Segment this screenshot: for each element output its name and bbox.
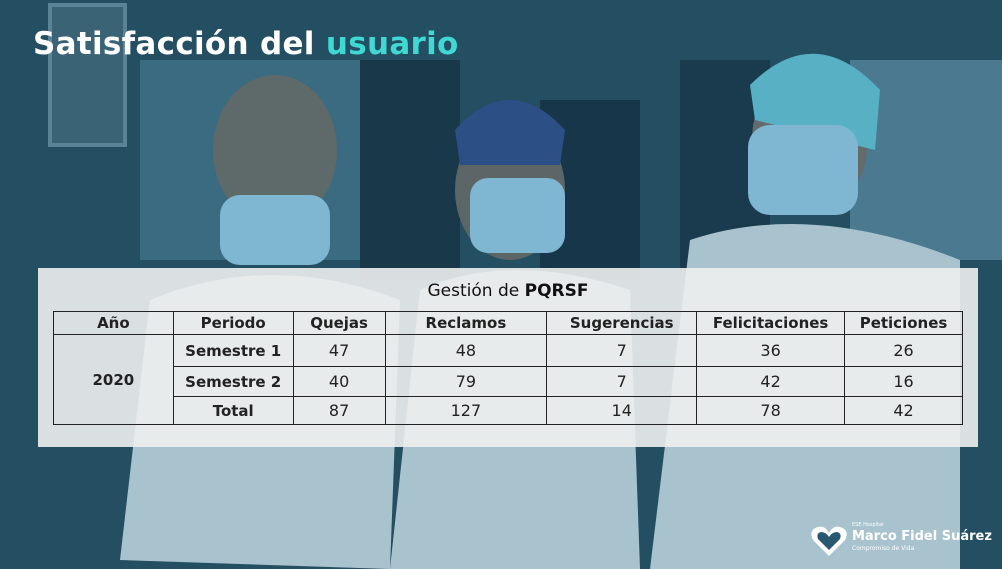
logo-name: Marco Fidel Suárez [852, 529, 992, 544]
value-cell: 47 [293, 335, 385, 367]
year-cell: 2020 [54, 335, 174, 425]
title-text: Satisfacción del [33, 26, 315, 62]
value-cell: 127 [385, 397, 547, 425]
value-cell: 42 [845, 397, 963, 425]
value-cell: 87 [293, 397, 385, 425]
logo-top: ESE Hospital [852, 522, 883, 528]
column-header: Peticiones [845, 312, 963, 335]
title-highlight: usuario [326, 26, 459, 62]
table-title-bold: PQRSF [525, 281, 589, 301]
column-header: Año [54, 312, 174, 335]
slide-title: Satisfacción del usuario [33, 26, 459, 62]
logo-tagline: Compromiso de Vida [852, 545, 914, 552]
column-header: Felicitaciones [697, 312, 845, 335]
column-header: Quejas [293, 312, 385, 335]
value-cell: 36 [697, 335, 845, 367]
table-title-text: Gestión de [428, 281, 520, 301]
slide: Satisfacción del usuario Gestión de PQRS… [0, 0, 1002, 569]
table-title: Gestión de PQRSF [38, 281, 978, 301]
value-cell: 7 [547, 367, 697, 397]
column-header: Sugerencias [547, 312, 697, 335]
value-cell: 42 [697, 367, 845, 397]
period-cell: Semestre 2 [173, 367, 293, 397]
period-cell: Total [173, 397, 293, 425]
column-header: Reclamos [385, 312, 547, 335]
period-cell: Semestre 1 [173, 335, 293, 367]
logo-heart [810, 524, 848, 558]
value-cell: 16 [845, 367, 963, 397]
column-header: Periodo [173, 312, 293, 335]
value-cell: 14 [547, 397, 697, 425]
value-cell: 79 [385, 367, 547, 397]
value-cell: 26 [845, 335, 963, 367]
value-cell: 40 [293, 367, 385, 397]
value-cell: 7 [547, 335, 697, 367]
value-cell: 48 [385, 335, 547, 367]
value-cell: 78 [697, 397, 845, 425]
